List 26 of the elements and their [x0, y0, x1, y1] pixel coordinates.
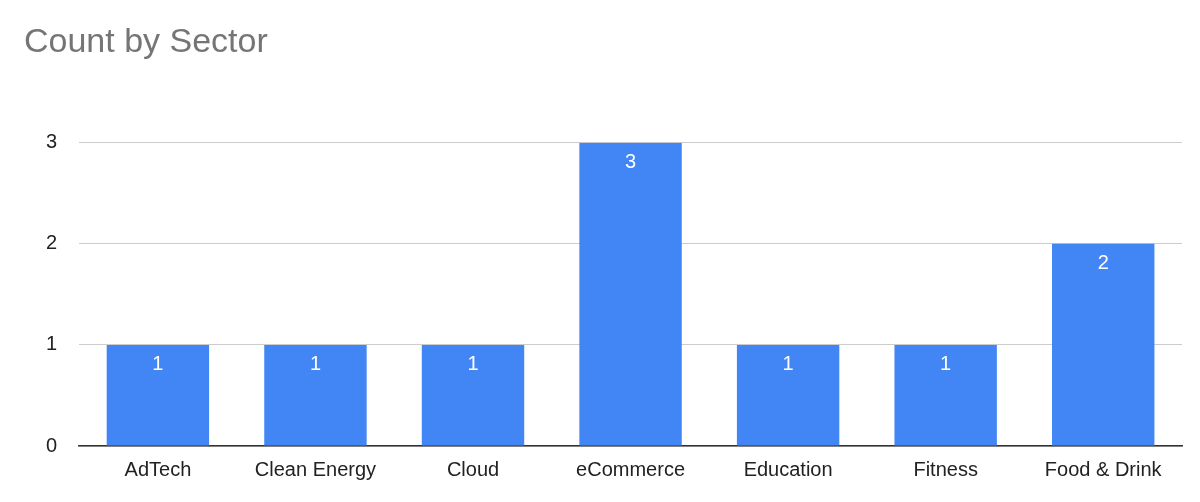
data-label: 1: [782, 352, 794, 375]
data-label: 1: [940, 352, 952, 375]
y-tick-label: 0: [46, 433, 58, 456]
chart-title: Count by Sector: [24, 20, 268, 59]
data-label: 1: [152, 352, 164, 375]
bar: [1052, 243, 1155, 446]
x-tick-label: Food & Drink: [1044, 457, 1163, 480]
x-tick-label: eCommerce: [576, 457, 686, 480]
x-tick-label: Education: [743, 457, 833, 480]
x-tick-label: Cloud: [446, 457, 500, 480]
data-label: 3: [625, 150, 637, 173]
bar: [894, 344, 997, 446]
x-tick-label: Fitness: [913, 457, 978, 480]
bar: [421, 344, 525, 446]
data-label: 2: [1097, 251, 1109, 274]
y-tick-label: 3: [46, 130, 58, 153]
data-label: 1: [467, 352, 479, 375]
data-label: 1: [309, 352, 322, 375]
x-tick-label: Clean Energy: [254, 457, 377, 480]
bar: [106, 344, 210, 446]
x-tick-label: AdTech: [124, 457, 192, 480]
bar: [264, 344, 367, 446]
bar: [736, 344, 840, 446]
bar: [579, 142, 682, 446]
y-tick-label: 2: [46, 231, 58, 254]
y-tick-label: 1: [46, 332, 58, 355]
